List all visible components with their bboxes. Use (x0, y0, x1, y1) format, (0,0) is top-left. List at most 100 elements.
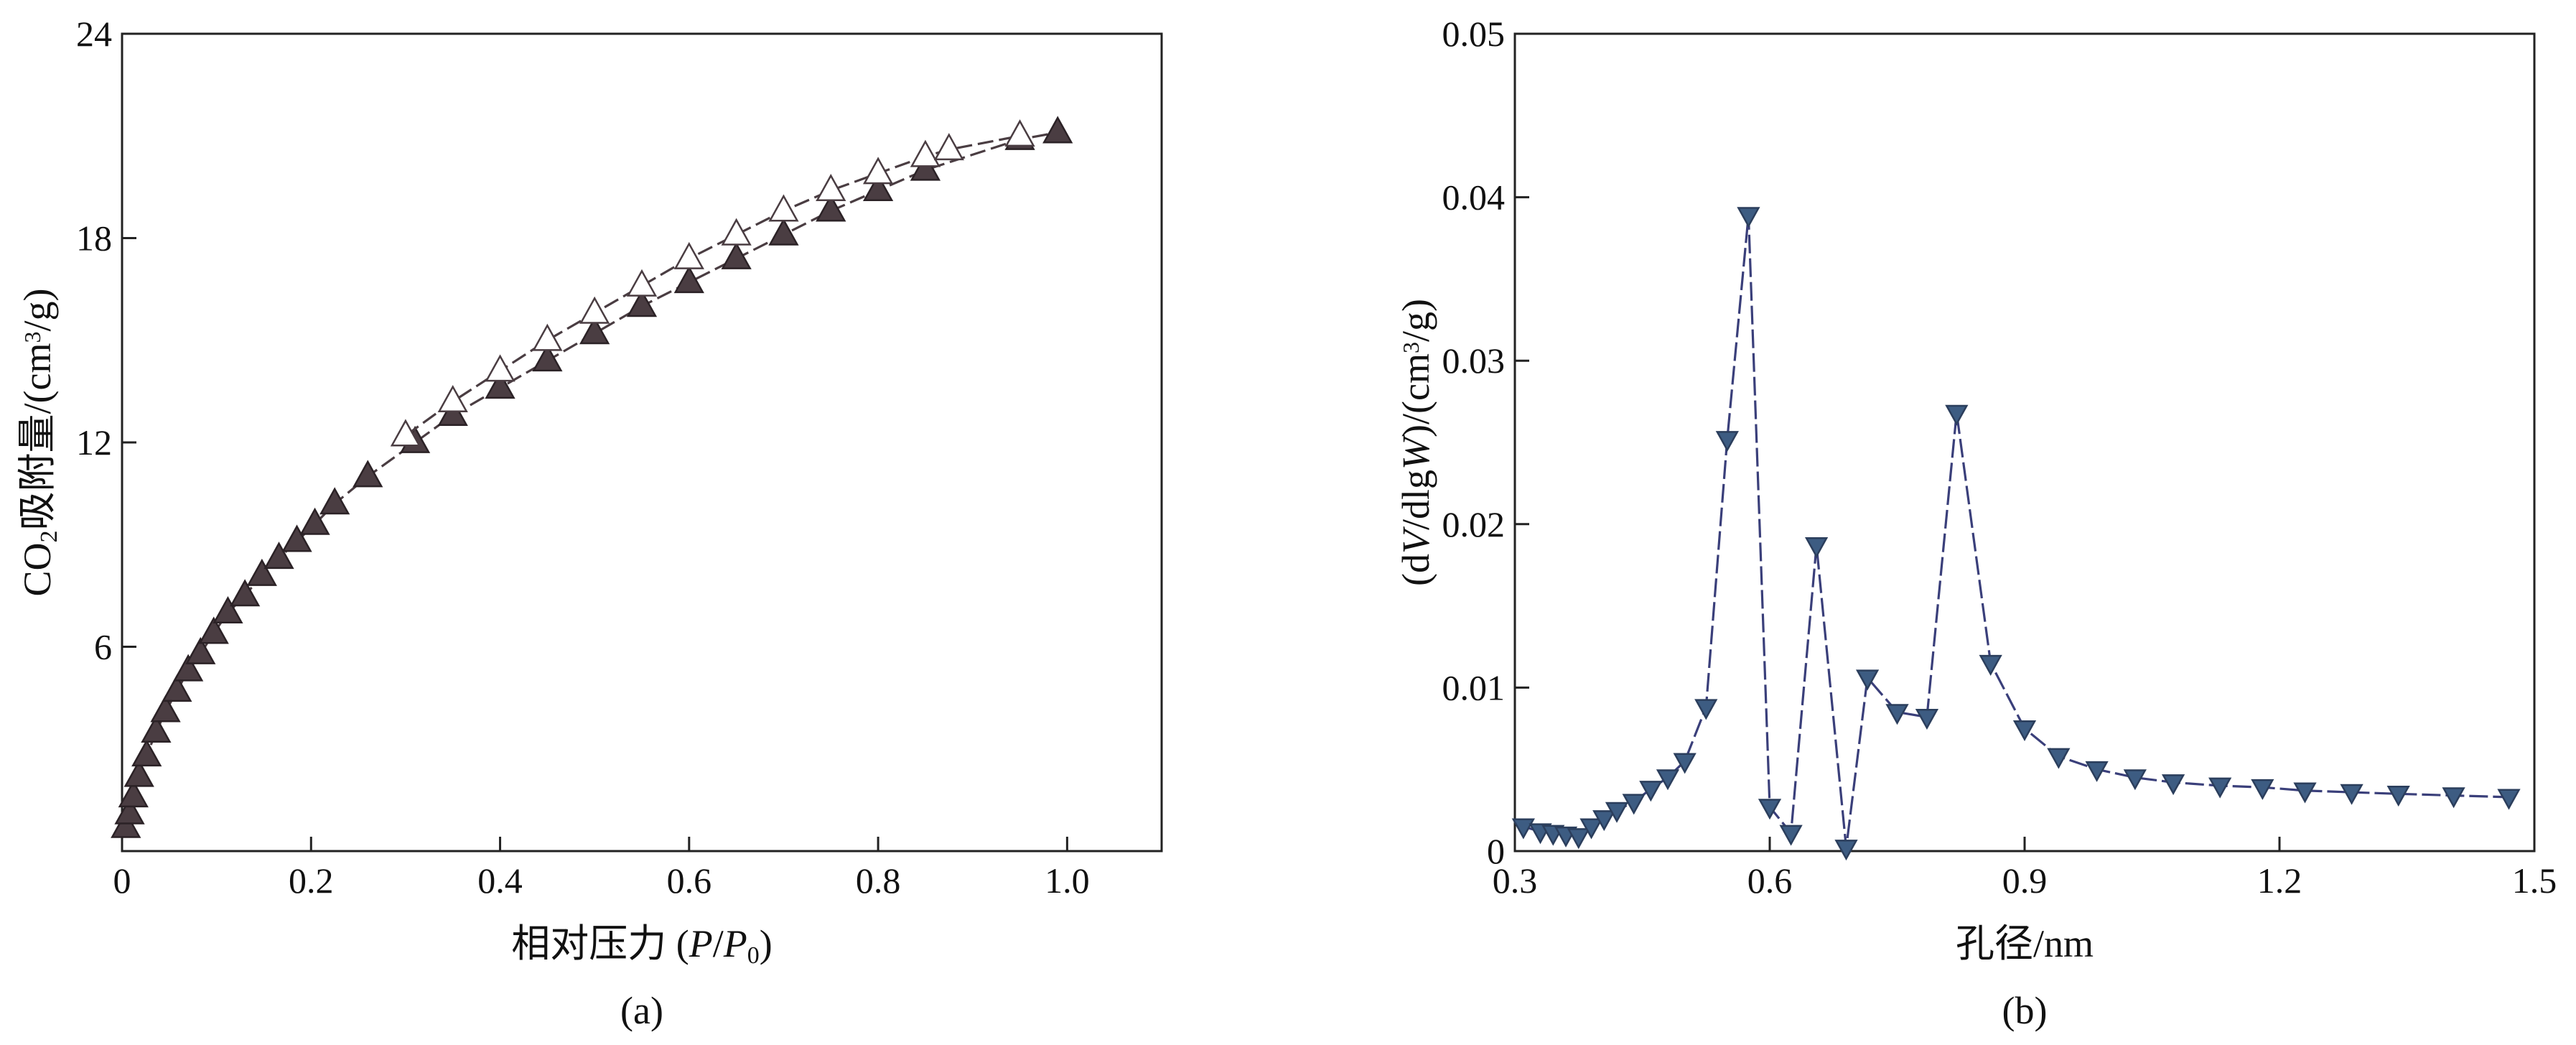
y-tick-label: 0.04 (1442, 177, 1506, 218)
data-point (862, 157, 894, 185)
panel-caption: (b) (2002, 989, 2048, 1032)
x-tick-label: 0 (113, 860, 131, 901)
data-point (1779, 825, 1803, 846)
data-point (933, 133, 964, 161)
data-point (141, 715, 172, 743)
x-tick-label: 1.2 (2257, 860, 2302, 901)
data-point (437, 385, 468, 413)
chart-panel-b: 0.3 0.6 0.9 1.2 1.5 0 0.01 0.02 0.03 0.04 0.05 孔径/n… (1394, 14, 2557, 1032)
data-point (768, 194, 799, 222)
x-tick-label: 0.6 (667, 860, 712, 901)
data-point (230, 579, 261, 607)
data-point (1579, 818, 1603, 840)
data-point (162, 674, 192, 702)
label-part: (d (1394, 554, 1437, 586)
data-point (123, 759, 154, 787)
data-point (816, 194, 846, 222)
data-point (532, 323, 563, 351)
data-point (862, 174, 894, 202)
label-part: /dlg (1394, 470, 1437, 530)
label-part: W (1394, 434, 1437, 470)
data-point (626, 289, 658, 317)
data-point (2085, 761, 2109, 782)
series-line (1523, 215, 2509, 848)
data-point (1715, 431, 1739, 452)
label-part: 3 (1398, 342, 1424, 353)
data-point (173, 654, 204, 682)
x-tick-label: 1.0 (1045, 860, 1090, 901)
data-point (263, 542, 294, 570)
x-tick-label: 0.9 (2002, 860, 2048, 901)
data-point (111, 810, 141, 838)
label-part: P (723, 922, 747, 965)
data-point (1639, 781, 1663, 802)
data-point (299, 507, 330, 535)
label-part: 孔径/nm (1956, 922, 2094, 965)
data-point (1511, 818, 1535, 840)
series-line (124, 131, 1058, 828)
data-point (1605, 802, 1629, 823)
x-tick-label: 0.4 (477, 860, 523, 901)
y-tick-label: 0.02 (1442, 504, 1506, 544)
data-point (1567, 828, 1590, 850)
data-point (353, 460, 383, 488)
label-part: 2 (36, 530, 62, 542)
label-part: 相对压力 ( (511, 922, 689, 965)
data-point (485, 354, 515, 382)
y-tick-label: 12 (76, 422, 112, 463)
data-point (579, 317, 610, 345)
data-point (213, 595, 243, 624)
data-point (319, 487, 350, 515)
y-axis-label: CO2吸附量/(cm3/g) (16, 289, 62, 597)
data-point (910, 153, 941, 181)
data-point (114, 796, 145, 825)
data-point (1656, 769, 1680, 791)
data-point (1915, 709, 1939, 730)
data-point (1622, 794, 1646, 815)
data-point (2208, 777, 2232, 799)
x-tick-label: 0.3 (1493, 860, 1538, 901)
label-part: /g) (16, 289, 59, 332)
data-point (437, 398, 468, 426)
x-tick-label: 0.2 (289, 860, 334, 901)
data-point (532, 344, 563, 372)
data-point (2251, 779, 2274, 800)
data-point (246, 558, 277, 586)
label-part: ) (760, 922, 773, 965)
x-tick-label: 0.8 (856, 860, 901, 901)
label-part: 0 (747, 942, 760, 969)
data-point (485, 371, 515, 399)
data-point (2012, 720, 2037, 741)
label-part: CO (16, 542, 59, 596)
data-point (2442, 787, 2465, 809)
x-tick-label: 1.5 (2512, 860, 2557, 901)
data-point (118, 780, 149, 808)
y-tick-label: 0.01 (1442, 667, 1506, 707)
data-point (1945, 404, 1969, 426)
data-point (281, 524, 312, 552)
data-point (1694, 699, 1718, 720)
y-tick-label: 6 (94, 627, 112, 667)
data-point (390, 419, 421, 447)
x-axis-label: 孔径/nm (1956, 922, 2094, 965)
label-part: V (1394, 526, 1437, 554)
data-point (2123, 769, 2147, 791)
data-point (1885, 704, 1909, 725)
data-point (131, 739, 162, 767)
data-point (1737, 207, 1760, 228)
y-tick-label: 24 (76, 14, 112, 54)
label-part: )/(cm (1394, 353, 1437, 437)
data-point (2386, 786, 2410, 807)
data-point (1673, 753, 1697, 774)
data-point (1592, 810, 1616, 832)
data-point (185, 636, 216, 664)
data-point (2497, 789, 2521, 810)
x-tick-label: 0.6 (1747, 860, 1793, 901)
data-point (1042, 116, 1073, 144)
label-part: P (689, 922, 713, 965)
y-axis-label: (dV/dlgW)/(cm3/g) (1394, 299, 1437, 586)
data-point (816, 174, 846, 202)
